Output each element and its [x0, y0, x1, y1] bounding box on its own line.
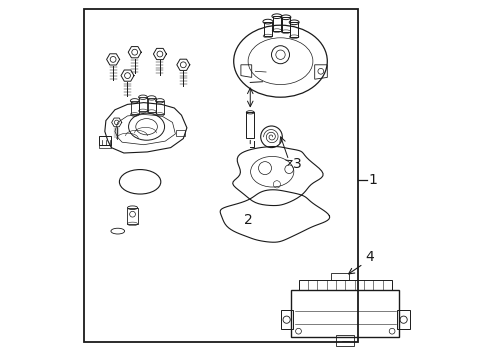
- Bar: [298, 280, 391, 290]
- Bar: [246, 112, 254, 138]
- Bar: [330, 273, 348, 280]
- Bar: [127, 208, 137, 224]
- Bar: [336, 335, 354, 346]
- Text: 4: 4: [365, 251, 373, 264]
- Text: 2: 2: [244, 213, 253, 226]
- Bar: [263, 22, 272, 36]
- Bar: [99, 145, 111, 148]
- Bar: [272, 16, 281, 31]
- Bar: [84, 9, 357, 342]
- Bar: [139, 97, 146, 111]
- Bar: [397, 310, 409, 329]
- Bar: [281, 17, 289, 32]
- Bar: [176, 130, 185, 136]
- Bar: [147, 98, 155, 112]
- Bar: [291, 290, 399, 337]
- Bar: [156, 101, 163, 114]
- Bar: [289, 22, 298, 37]
- Bar: [280, 310, 292, 329]
- Bar: [130, 101, 139, 114]
- Text: 1: 1: [368, 173, 377, 187]
- Text: 3: 3: [292, 157, 301, 171]
